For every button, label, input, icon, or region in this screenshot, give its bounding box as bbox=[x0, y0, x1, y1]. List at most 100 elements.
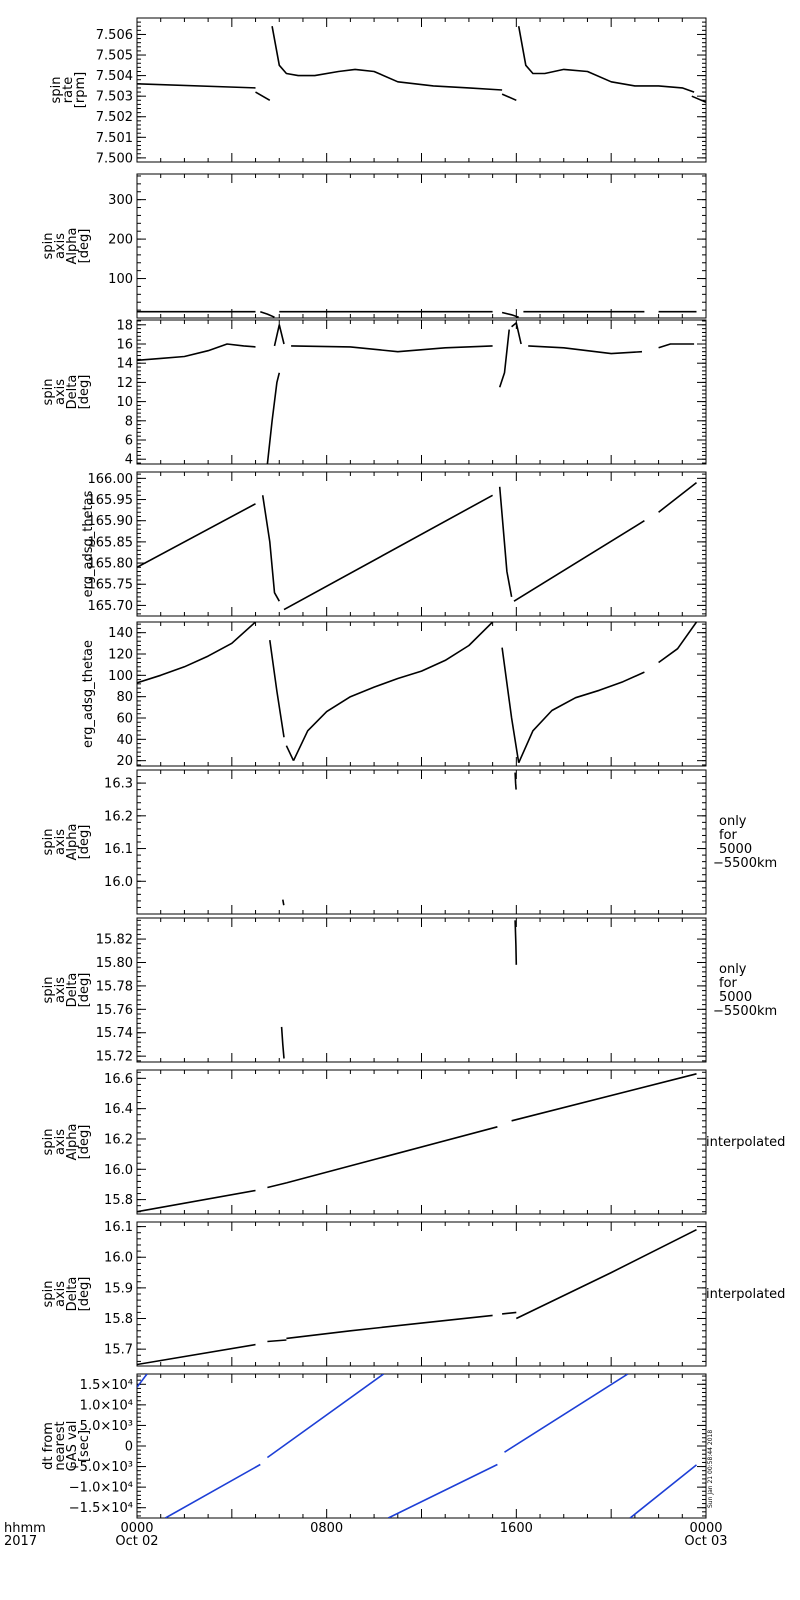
y-tick-label: 100 bbox=[108, 272, 133, 287]
y-axis-label-line: spin bbox=[49, 77, 64, 104]
data-segment bbox=[504, 1374, 629, 1453]
y-tick-label: 7.501 bbox=[96, 131, 133, 146]
y-axis-label-line: [deg] bbox=[77, 229, 92, 264]
series bbox=[280, 920, 518, 1059]
y-tick-label: 15.74 bbox=[96, 1026, 133, 1041]
y-axis-label-line: Delta bbox=[65, 973, 80, 1008]
y-axis-label-line: dt from bbox=[41, 1422, 56, 1470]
y-axis-label-line: spin bbox=[41, 1129, 56, 1156]
panel-note-line: interpolated bbox=[706, 1287, 785, 1302]
y-tick-label: 16.0 bbox=[104, 875, 133, 890]
y-tick-label: 5.0×10³ bbox=[80, 1419, 133, 1434]
y-tick-label: 16.3 bbox=[104, 777, 133, 792]
data-segment bbox=[528, 345, 643, 355]
y-axis-label-line: spin bbox=[41, 977, 56, 1004]
plot-frame bbox=[136, 769, 707, 915]
data-segment bbox=[261, 495, 280, 602]
y-tick-label: 16 bbox=[116, 338, 133, 353]
y-tick-label: 200 bbox=[108, 233, 133, 248]
panel-note: interpolated bbox=[706, 1135, 785, 1150]
data-segment bbox=[498, 329, 510, 388]
y-axis-label-line: axis bbox=[53, 977, 68, 1003]
data-segment bbox=[137, 622, 257, 684]
series bbox=[137, 622, 698, 764]
panel-note-line: −5500km bbox=[713, 1004, 777, 1019]
y-axis-label-line: Alpha bbox=[65, 1124, 80, 1161]
plot-frame bbox=[136, 471, 707, 617]
y-tick-label: 40 bbox=[116, 733, 133, 748]
panel-note-line: for bbox=[719, 828, 738, 843]
y-axis-label: dt fromnearestGAS val[sec] bbox=[41, 1421, 92, 1472]
data-segment bbox=[517, 671, 645, 764]
panel-note-line: only bbox=[719, 962, 747, 977]
data-segment bbox=[658, 343, 695, 349]
y-axis-label: erg_adsg_thetas bbox=[81, 490, 96, 597]
y-axis-label-line: [deg] bbox=[77, 1125, 92, 1160]
data-segment bbox=[282, 899, 285, 906]
data-segment bbox=[280, 1026, 285, 1059]
y-axis-label-line: spin bbox=[41, 829, 56, 856]
y-axis-label-line: axis bbox=[53, 1281, 68, 1307]
panel-9: 15.7 15.8 15.9 16.0 16.1 spinaxisDelta[deg] in… bbox=[41, 1220, 785, 1367]
data-segment bbox=[511, 322, 522, 345]
y-tick-label: 1.0×10⁴ bbox=[80, 1398, 133, 1413]
data-segment bbox=[260, 310, 275, 318]
panel-1: 7.500 7.501 7.502 7.503 7.504 7.505 7.506 spinr… bbox=[49, 17, 707, 166]
y-axis-label-line: axis bbox=[53, 379, 68, 405]
data-segment bbox=[387, 1463, 498, 1518]
data-segment bbox=[514, 920, 518, 965]
y-tick-label: 140 bbox=[108, 626, 133, 641]
data-segment bbox=[513, 520, 645, 602]
series bbox=[137, 1374, 697, 1518]
panel-8: 15.8 16.0 16.2 16.4 16.6 spinaxisAlpha[deg] in… bbox=[41, 1069, 785, 1215]
plot-frame bbox=[136, 1373, 707, 1519]
series bbox=[137, 481, 697, 611]
panel-note: interpolated bbox=[706, 1287, 785, 1302]
series bbox=[137, 1228, 697, 1366]
y-axis-label: spinaxisDelta[deg] bbox=[41, 973, 92, 1008]
y-tick-label: 165.80 bbox=[88, 557, 134, 572]
y-tick-label: 165.95 bbox=[88, 493, 134, 508]
y-tick-label: 7.505 bbox=[96, 49, 133, 64]
y-axis-label-line: Alpha bbox=[65, 228, 80, 265]
y-axis-label-line: [deg] bbox=[77, 973, 92, 1008]
y-tick-label: 60 bbox=[116, 712, 133, 727]
y-tick-label: 20 bbox=[116, 754, 133, 769]
y-tick-label: 6 bbox=[125, 434, 133, 449]
plot-frame bbox=[136, 917, 707, 1063]
y-axis-label-line: [rpm] bbox=[73, 72, 88, 108]
y-axis-label-line: [deg] bbox=[77, 1277, 92, 1312]
panel-7: 15.72 15.74 15.76 15.78 15.80 15.82 spinaxisDe… bbox=[41, 917, 777, 1065]
data-segment bbox=[501, 647, 520, 763]
data-segment bbox=[267, 1182, 287, 1189]
panel-note: only for 5000 −5500km bbox=[713, 814, 777, 871]
data-segment bbox=[137, 1189, 256, 1213]
y-axis-label: spinaxisAlpha[deg] bbox=[41, 1124, 92, 1161]
y-axis-label-line: axis bbox=[53, 233, 68, 259]
y-tick-label: 15.82 bbox=[96, 933, 133, 948]
panel-3: 4 6 8 10 12 14 16 18 spinaxisDelta[deg] bbox=[41, 318, 707, 468]
y-axis-label-line: Delta bbox=[65, 375, 80, 410]
data-segment bbox=[517, 26, 695, 93]
data-segment bbox=[691, 95, 706, 104]
y-axis-label-line: spin bbox=[41, 233, 56, 260]
panel-2: 100 200 300 spinaxisAlpha[deg] bbox=[41, 173, 707, 319]
data-segment bbox=[269, 639, 285, 738]
y-tick-label: 4 bbox=[125, 453, 133, 468]
y-axis-label-line: [deg] bbox=[77, 825, 92, 860]
y-axis-label-line: [deg] bbox=[77, 375, 92, 410]
y-tick-label: 7.504 bbox=[96, 69, 133, 84]
data-segment bbox=[137, 1343, 256, 1366]
panel-6: 16.0 16.1 16.2 16.3 spinaxisAlpha[deg] only fo… bbox=[41, 769, 777, 915]
y-tick-label: 165.70 bbox=[88, 599, 134, 614]
plot-frame bbox=[136, 621, 707, 767]
y-tick-label: 16.0 bbox=[104, 1163, 133, 1178]
y-tick-label: 16.6 bbox=[104, 1072, 133, 1087]
y-tick-label: 15.8 bbox=[104, 1193, 133, 1208]
panel-note-line: for bbox=[719, 976, 738, 991]
series bbox=[137, 26, 706, 104]
data-segment bbox=[283, 494, 493, 611]
y-tick-label: 15.80 bbox=[96, 956, 133, 971]
y-axis-label-line: erg_adsg_thetas bbox=[81, 490, 96, 597]
series bbox=[137, 310, 697, 318]
